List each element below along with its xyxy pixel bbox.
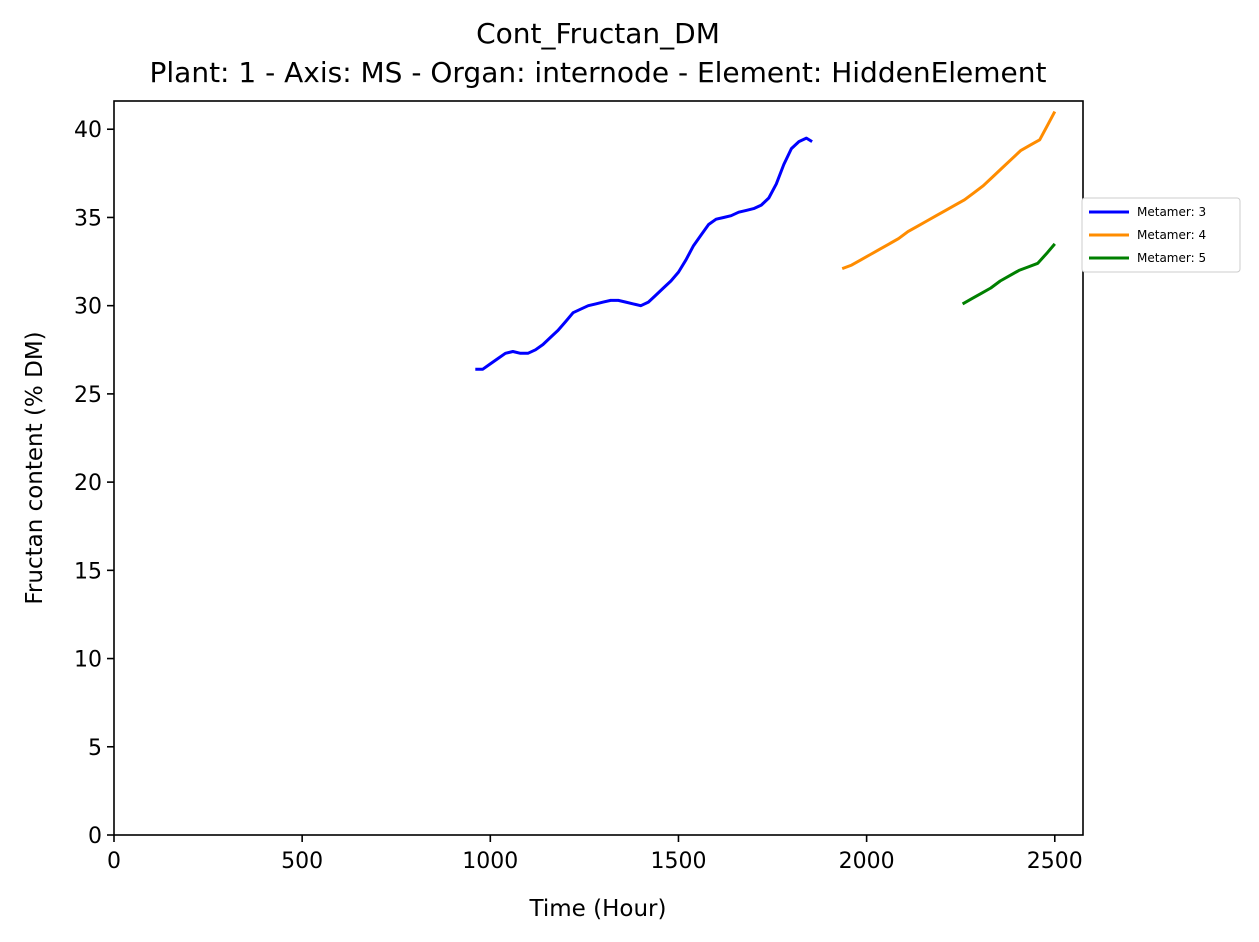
series-layer xyxy=(475,110,1057,371)
y-tick-label: 25 xyxy=(74,383,102,408)
legend-label: Metamer: 4 xyxy=(1137,228,1206,242)
legend: Metamer: 3 Metamer: 4 Metamer: 5 xyxy=(1081,197,1241,273)
x-tick-label: 2000 xyxy=(839,849,895,874)
x-tick-label: 0 xyxy=(107,849,121,874)
series-line-metamer-3 xyxy=(475,136,813,371)
legend-box xyxy=(1081,197,1241,273)
y-tick-label: 30 xyxy=(74,295,102,320)
series-line-metamer-5 xyxy=(961,242,1056,306)
y-tick-label: 10 xyxy=(74,648,102,673)
x-tick-label: 500 xyxy=(281,849,323,874)
x-tick-label: 1500 xyxy=(650,849,706,874)
plot-area-frame xyxy=(113,100,1084,836)
legend-label: Metamer: 5 xyxy=(1137,251,1206,265)
y-tick-label: 40 xyxy=(74,118,102,143)
y-axis-ticks: 0 5 10 15 20 25 30 35 40 xyxy=(74,118,114,849)
y-tick-label: 5 xyxy=(88,736,102,761)
x-tick-label: 2500 xyxy=(1027,849,1083,874)
legend-label: Metamer: 3 xyxy=(1137,205,1206,219)
y-tick-label: 35 xyxy=(74,206,102,231)
y-tick-label: 20 xyxy=(74,471,102,496)
x-axis-label: Time (Hour) xyxy=(529,896,667,922)
x-tick-label: 1000 xyxy=(462,849,518,874)
y-axis-label: Fructan content (% DM) xyxy=(22,331,48,604)
y-tick-label: 0 xyxy=(88,824,102,849)
x-axis-ticks: 0 500 1000 1500 2000 2500 xyxy=(107,835,1083,874)
series-line-metamer-4 xyxy=(841,110,1057,271)
chart-subtitle: Plant: 1 - Axis: MS - Organ: internode -… xyxy=(150,56,1047,89)
y-tick-label: 15 xyxy=(74,559,102,584)
chart-title: Cont_Fructan_DM xyxy=(476,17,720,50)
